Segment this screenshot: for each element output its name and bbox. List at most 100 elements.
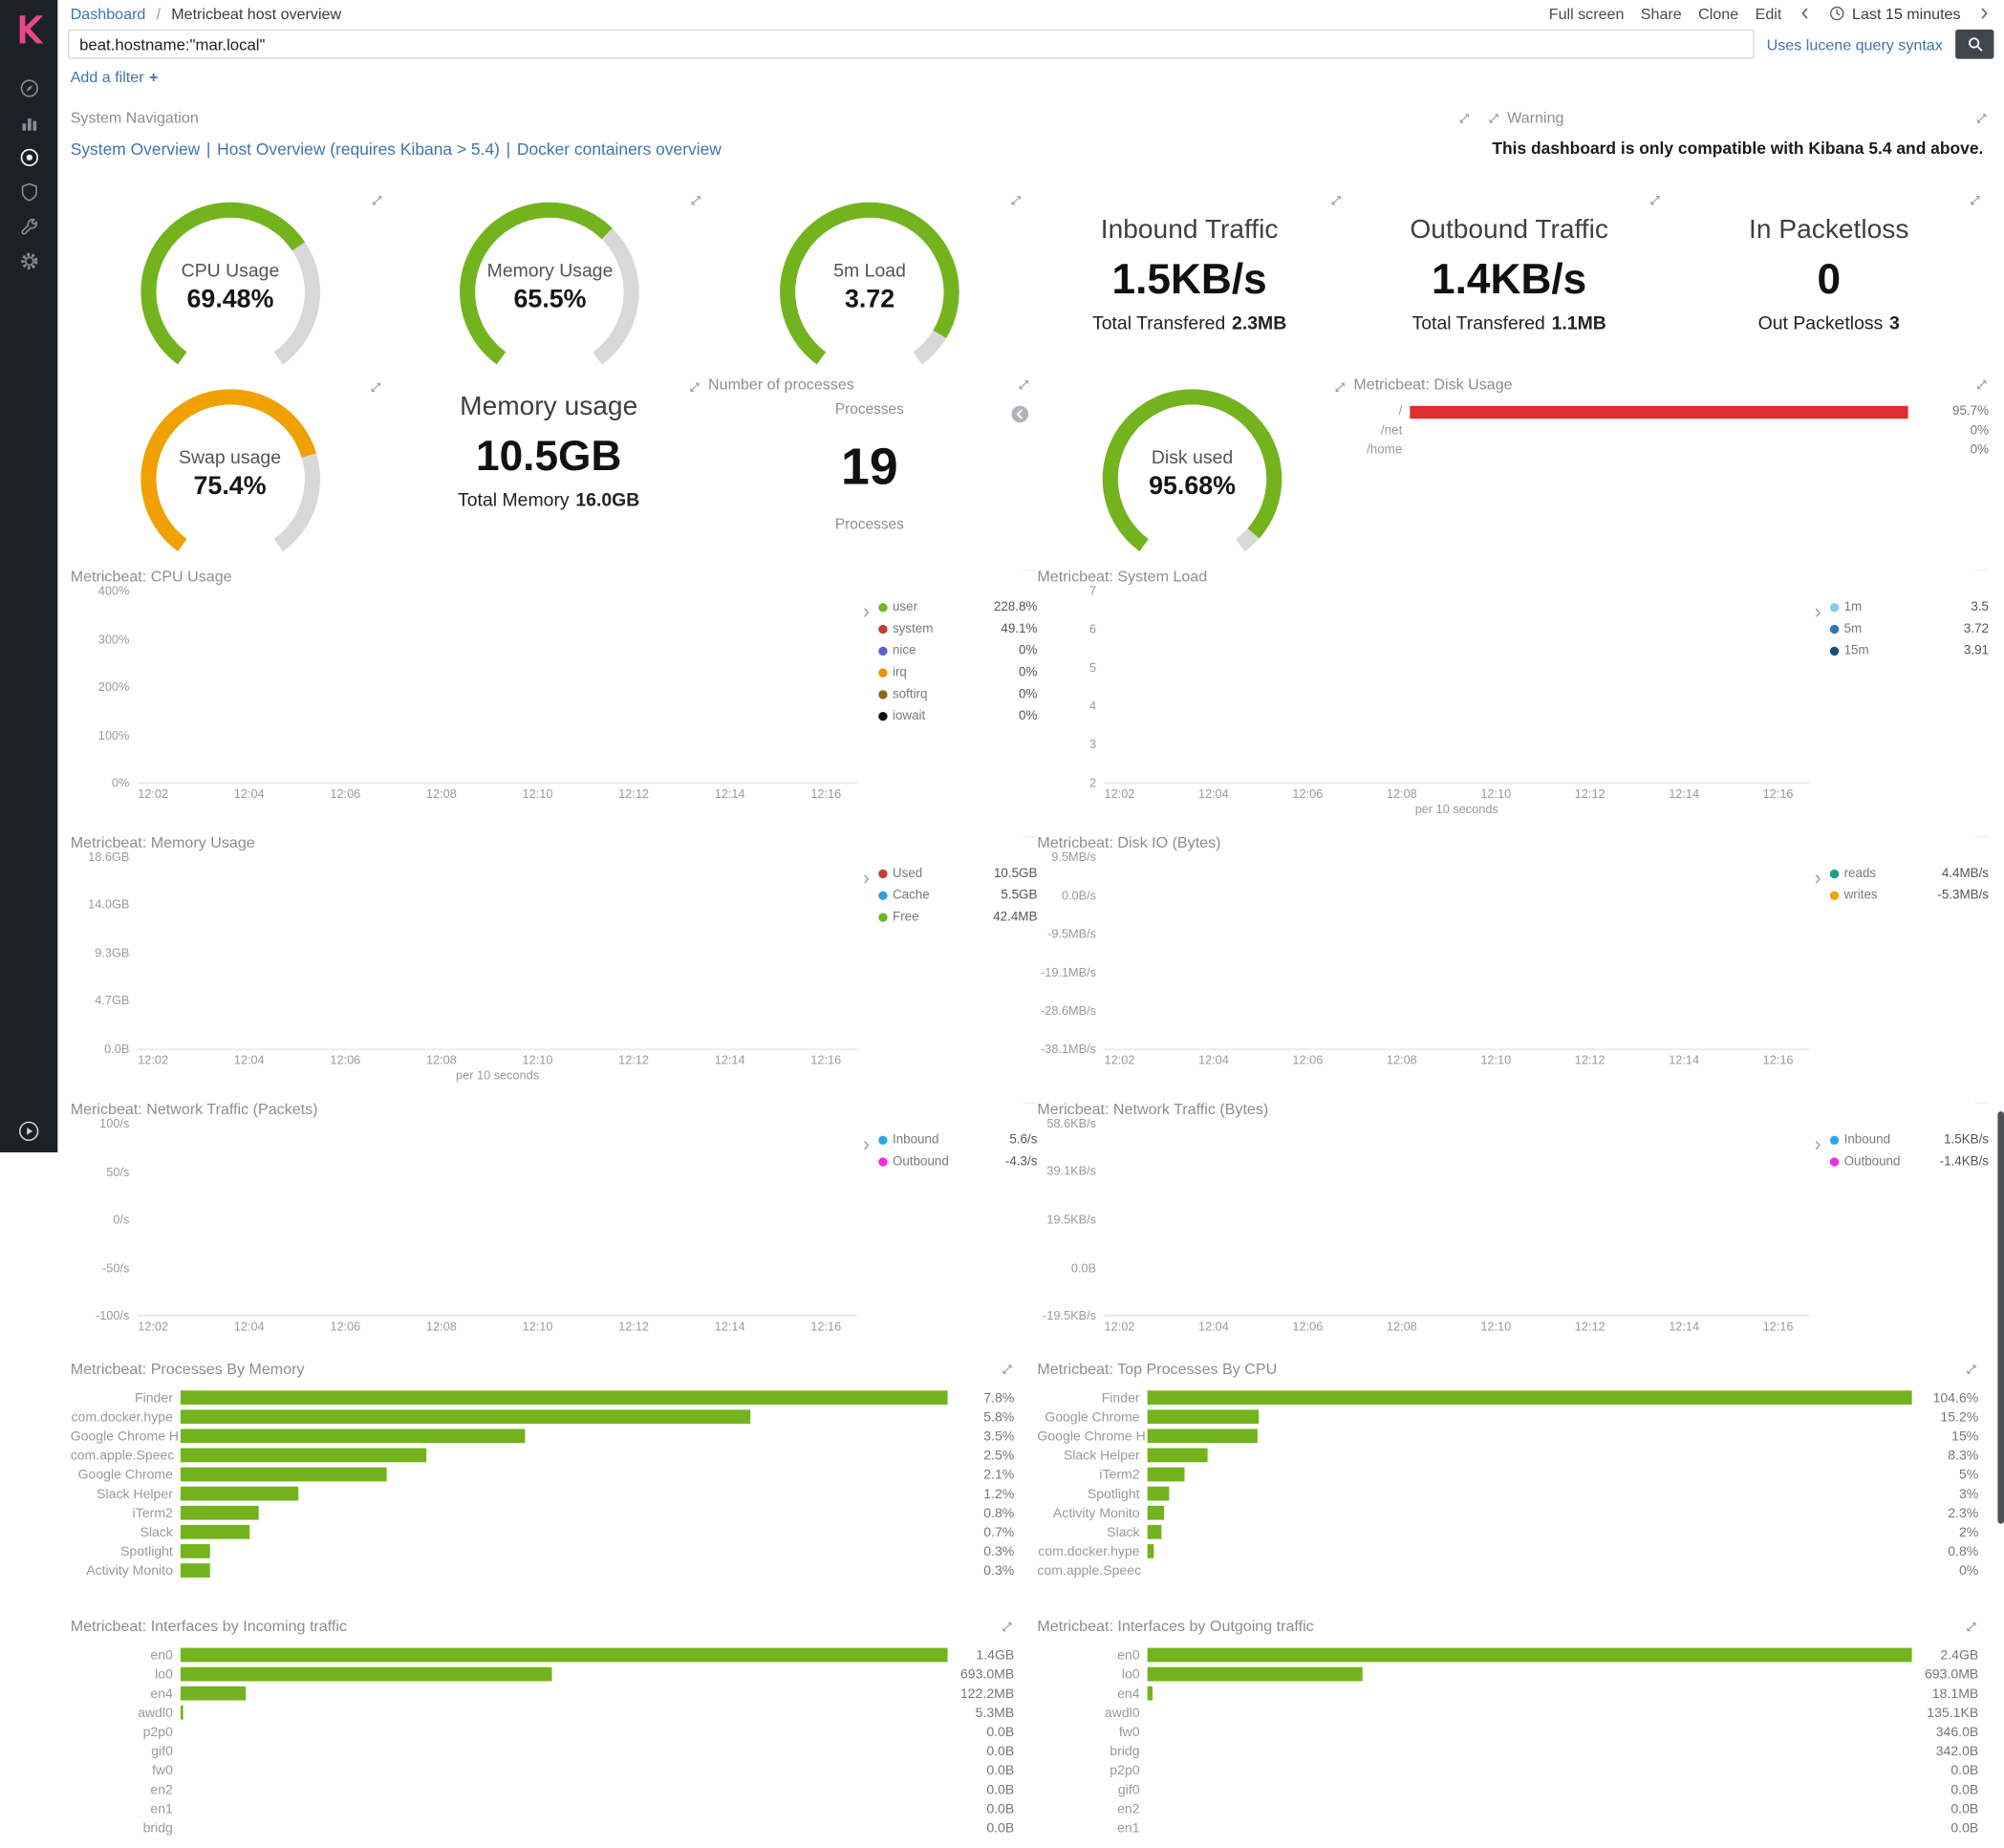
sidebar-item-management[interactable] bbox=[0, 244, 57, 278]
expand-icon[interactable] bbox=[1965, 1619, 1979, 1633]
bar-track bbox=[181, 1449, 948, 1463]
bar-value: 693.0MB bbox=[948, 1666, 1015, 1682]
query-input[interactable] bbox=[68, 30, 1754, 59]
sidebar-item-dev-tools[interactable] bbox=[0, 208, 57, 243]
chevron-left-circle-icon[interactable] bbox=[1010, 404, 1029, 423]
share-button[interactable]: Share bbox=[1641, 5, 1682, 23]
breadcrumb-current: Metricbeat host overview bbox=[171, 5, 341, 23]
expand-icon[interactable] bbox=[1001, 1619, 1015, 1633]
legend-item[interactable]: Outbound-4.3/s bbox=[878, 1151, 1037, 1173]
nav-link[interactable]: Docker containers overview bbox=[517, 140, 722, 159]
sidebar-item-timelion[interactable] bbox=[0, 174, 57, 208]
search-button[interactable] bbox=[1955, 30, 1993, 59]
expand-icon[interactable] bbox=[1969, 193, 1983, 207]
expand-icon[interactable] bbox=[1974, 835, 1989, 849]
nav-link[interactable]: Host Overview (requires Kibana > 5.4) bbox=[217, 140, 500, 159]
breadcrumb-dashboard-link[interactable]: Dashboard bbox=[71, 5, 146, 23]
expand-icon[interactable] bbox=[1457, 111, 1472, 125]
legend-toggle-icon[interactable] bbox=[860, 602, 872, 613]
bar-track bbox=[1148, 1782, 1912, 1796]
x-tick-label: 12:04 bbox=[1198, 1054, 1229, 1068]
legend-toggle-icon[interactable] bbox=[860, 869, 872, 880]
full-screen-button[interactable]: Full screen bbox=[1549, 5, 1625, 23]
legend-dot-icon bbox=[878, 1157, 887, 1166]
legend-toggle-icon[interactable] bbox=[860, 1134, 872, 1146]
legend-item[interactable]: Outbound-1.4KB/s bbox=[1830, 1151, 1989, 1173]
expand-icon[interactable] bbox=[1974, 111, 1989, 125]
expand-icon[interactable] bbox=[370, 193, 384, 207]
time-forward-button[interactable] bbox=[1977, 7, 1992, 21]
time-picker-button[interactable]: Last 15 minutes bbox=[1829, 5, 1961, 23]
expand-icon[interactable] bbox=[1648, 193, 1663, 207]
sidebar-item-discover[interactable] bbox=[0, 71, 57, 105]
expand-icon[interactable] bbox=[1009, 193, 1024, 207]
bar-fill bbox=[1410, 405, 1907, 418]
bar-track bbox=[1148, 1648, 1912, 1663]
x-tick-label: 12:10 bbox=[523, 1321, 553, 1335]
lucene-syntax-link[interactable]: Uses lucene query syntax bbox=[1767, 35, 1943, 54]
scrollbar[interactable] bbox=[1997, 1111, 2004, 1523]
time-back-button[interactable] bbox=[1799, 7, 1813, 21]
sidebar-collapse-button[interactable] bbox=[18, 1121, 40, 1143]
bar-label: p2p0 bbox=[1037, 1763, 1147, 1778]
bar-value: 1.2% bbox=[948, 1486, 1015, 1501]
expand-icon[interactable] bbox=[1974, 1102, 1989, 1116]
panel-title: Metricbeat: Disk Usage bbox=[1353, 376, 1512, 394]
expand-icon[interactable] bbox=[1333, 380, 1347, 395]
bar-label: lo0 bbox=[1037, 1666, 1147, 1682]
expand-icon[interactable] bbox=[1024, 569, 1038, 584]
expand-icon[interactable] bbox=[1024, 835, 1038, 849]
metric-value: 1.4KB/s bbox=[1349, 255, 1670, 304]
legend-toggle-icon[interactable] bbox=[1812, 602, 1823, 613]
expand-icon[interactable] bbox=[369, 380, 383, 395]
expand-icon[interactable] bbox=[1974, 569, 1989, 584]
nav-link[interactable]: System Overview bbox=[71, 140, 201, 159]
expand-icon[interactable] bbox=[1965, 1362, 1979, 1376]
bar-track bbox=[1148, 1487, 1912, 1501]
expand-icon[interactable] bbox=[1487, 111, 1501, 125]
gauge-label: 5m Load bbox=[833, 262, 906, 282]
y-tick-label: 18.6GB bbox=[88, 850, 129, 865]
expand-icon[interactable] bbox=[1328, 193, 1343, 207]
expand-icon[interactable] bbox=[1001, 1362, 1015, 1376]
bar-value: 693.0MB bbox=[1912, 1666, 1979, 1682]
expand-icon[interactable] bbox=[1024, 1102, 1038, 1116]
expand-icon[interactable] bbox=[689, 193, 703, 207]
expand-icon[interactable] bbox=[1017, 377, 1031, 392]
add-filter-link[interactable]: Add a filter+ bbox=[71, 68, 159, 86]
sidebar-item-dashboard[interactable] bbox=[0, 140, 57, 174]
sidebar-item-visualize[interactable] bbox=[0, 105, 57, 140]
clone-button[interactable]: Clone bbox=[1698, 5, 1738, 23]
panel-title: Metricbeat: Memory Usage bbox=[71, 833, 255, 851]
edit-button[interactable]: Edit bbox=[1756, 5, 1782, 23]
expand-icon[interactable] bbox=[688, 380, 702, 395]
legend-toggle-icon[interactable] bbox=[1812, 869, 1823, 880]
bar-value: 104.6% bbox=[1912, 1390, 1979, 1406]
expand-icon[interactable] bbox=[1974, 377, 1989, 392]
legend-toggle-icon[interactable] bbox=[1812, 1134, 1823, 1146]
kibana-logo-icon[interactable] bbox=[0, 0, 57, 57]
legend-item[interactable]: writes-5.3MB/s bbox=[1830, 885, 1989, 907]
